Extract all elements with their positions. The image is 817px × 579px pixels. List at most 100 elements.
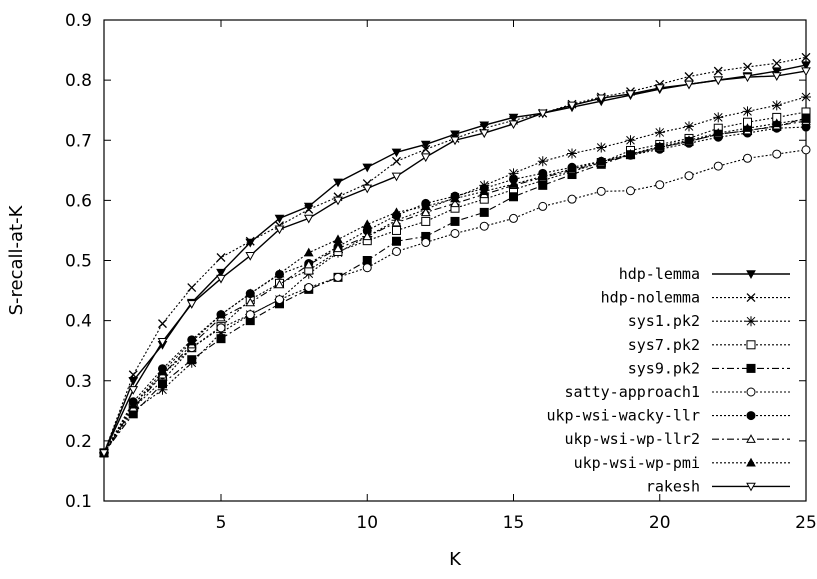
data-point bbox=[771, 118, 782, 128]
x-tick-label: 20 bbox=[649, 513, 671, 533]
data-point bbox=[421, 144, 431, 154]
data-point bbox=[596, 94, 607, 104]
data-point bbox=[654, 127, 665, 138]
data-point bbox=[421, 237, 431, 247]
data-point bbox=[421, 216, 431, 226]
series-satty-approach1 bbox=[99, 145, 811, 458]
y-tick-label: 0.3 bbox=[65, 372, 92, 392]
data-point bbox=[333, 272, 343, 282]
data-point bbox=[596, 142, 607, 153]
data-point bbox=[567, 101, 577, 111]
data-point bbox=[245, 288, 256, 298]
data-point bbox=[772, 149, 782, 159]
data-point bbox=[742, 123, 753, 132]
legend-marker bbox=[746, 387, 756, 397]
data-point bbox=[216, 309, 226, 319]
data-point bbox=[128, 386, 139, 395]
legend-item: rakesh bbox=[646, 477, 790, 495]
series-rakesh bbox=[99, 67, 811, 458]
data-point bbox=[801, 91, 811, 102]
data-point bbox=[801, 114, 811, 123]
data-point bbox=[625, 149, 636, 158]
data-point bbox=[655, 180, 665, 190]
data-point bbox=[303, 214, 314, 224]
legend-marker bbox=[746, 270, 756, 280]
data-point bbox=[99, 449, 109, 458]
data-point bbox=[567, 148, 577, 159]
data-point bbox=[771, 67, 782, 77]
series-line bbox=[103, 64, 807, 454]
y-tick-label: 0.1 bbox=[65, 492, 92, 512]
x-tick-label: 10 bbox=[356, 513, 378, 533]
x-tick-label: 25 bbox=[795, 513, 817, 533]
data-point bbox=[772, 58, 782, 68]
data-point bbox=[537, 171, 548, 181]
data-point bbox=[392, 236, 401, 246]
data-point bbox=[391, 172, 402, 182]
legend-marker bbox=[746, 482, 756, 492]
data-point bbox=[128, 399, 139, 409]
data-point bbox=[391, 148, 402, 158]
series-line bbox=[103, 126, 807, 454]
y-tick-label: 0.7 bbox=[65, 131, 92, 151]
data-point bbox=[801, 67, 811, 77]
data-point bbox=[508, 168, 519, 179]
data-point bbox=[450, 130, 460, 140]
data-point bbox=[186, 336, 197, 346]
legend-label: satty-approach1 bbox=[565, 383, 700, 401]
data-point bbox=[596, 186, 606, 196]
series-sys1.pk2 bbox=[99, 91, 811, 458]
y-tick-label: 0.2 bbox=[65, 432, 92, 452]
data-point bbox=[713, 76, 724, 86]
axes: 0.1 0.2 0.3 0.4 0.5 0.6 0.7 0.8 0.9 5 10 15 20 25 bbox=[65, 11, 817, 533]
data-point bbox=[654, 141, 665, 150]
series-line bbox=[103, 120, 807, 454]
data-point bbox=[186, 300, 197, 309]
data-point bbox=[450, 198, 460, 208]
data-point bbox=[479, 129, 490, 139]
data-point bbox=[713, 66, 723, 76]
data-point bbox=[158, 319, 167, 329]
data-point bbox=[567, 194, 577, 204]
legend-item: sys9.pk2 bbox=[628, 359, 790, 377]
data-point bbox=[362, 263, 372, 273]
data-point bbox=[626, 186, 635, 196]
plot-frame bbox=[103, 19, 807, 502]
legend-marker bbox=[746, 293, 756, 303]
data-point bbox=[742, 106, 753, 117]
data-point bbox=[157, 384, 168, 395]
data-point bbox=[304, 204, 314, 214]
data-point bbox=[333, 178, 343, 188]
x-axis-title: K bbox=[449, 549, 462, 570]
series-line bbox=[103, 111, 807, 454]
legend-item: hdp-lemma bbox=[619, 265, 790, 283]
data-point bbox=[245, 251, 256, 261]
data-point bbox=[771, 100, 782, 111]
data-point bbox=[684, 171, 694, 181]
y-axis-title: S-recall-at-K bbox=[6, 204, 27, 315]
data-point bbox=[333, 196, 343, 206]
data-point bbox=[245, 236, 255, 246]
data-point bbox=[420, 207, 431, 217]
data-point bbox=[157, 366, 168, 376]
x-tick-label: 5 bbox=[216, 513, 227, 533]
series-line bbox=[103, 70, 807, 454]
data-point bbox=[391, 217, 402, 227]
data-point bbox=[392, 225, 401, 235]
legend-label: ukp-wsi-wp-pmi bbox=[574, 454, 700, 472]
legend-item: sys1.pk2 bbox=[628, 312, 790, 330]
data-point bbox=[450, 193, 460, 203]
data-point bbox=[216, 323, 226, 333]
y-tick-label: 0.6 bbox=[65, 191, 92, 211]
data-point bbox=[450, 228, 460, 238]
legend-marker bbox=[746, 363, 756, 373]
data-point bbox=[771, 72, 782, 81]
data-point bbox=[245, 310, 255, 320]
data-point bbox=[713, 128, 724, 137]
data-point bbox=[684, 121, 694, 132]
series-ukp-wsi-wacky-llr bbox=[99, 122, 811, 458]
data-point bbox=[625, 90, 636, 99]
data-point bbox=[274, 279, 285, 289]
data-point bbox=[391, 207, 402, 217]
